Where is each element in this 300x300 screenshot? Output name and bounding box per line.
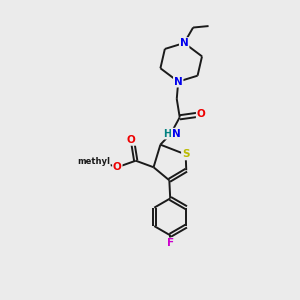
Text: S: S [182,149,189,160]
Text: F: F [167,238,174,248]
Text: N: N [172,129,181,139]
Text: O: O [127,135,136,145]
Text: N: N [180,38,189,48]
Text: methyl: methyl [77,157,110,166]
Text: N: N [174,76,183,87]
Text: O: O [197,109,206,119]
Text: H: H [163,129,171,139]
Text: O: O [113,162,122,172]
